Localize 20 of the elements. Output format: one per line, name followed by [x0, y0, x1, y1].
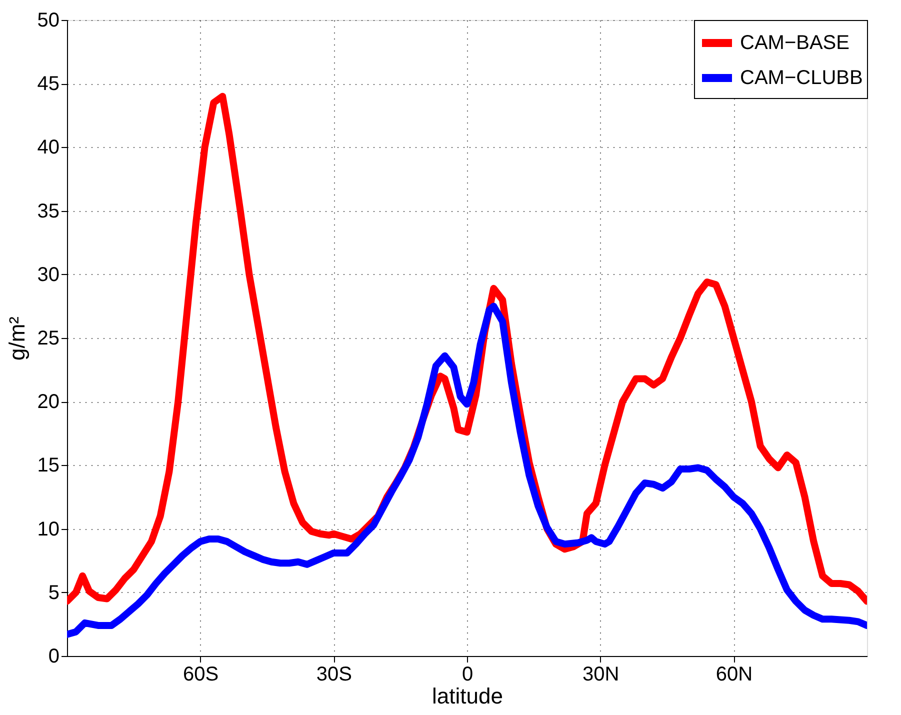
legend-label: CAM−CLUBB: [740, 67, 863, 89]
x-tick-label: 60S: [183, 664, 219, 686]
y-tick-label: 25: [37, 328, 60, 350]
y-tick-label: 0: [48, 646, 60, 668]
y-tick-label: 10: [37, 518, 60, 540]
y-axis-title: g/m²: [4, 316, 30, 360]
y-tick-label: 20: [37, 391, 60, 414]
y-tick-label: 30: [37, 264, 60, 286]
y-tick-label: 50: [37, 10, 60, 32]
y-tick-label: 5: [48, 582, 60, 604]
x-tick-label: 0: [462, 664, 474, 686]
x-axis-title: latitude: [432, 684, 503, 708]
y-tick-label: 15: [37, 454, 60, 477]
legend-label: CAM−BASE: [740, 32, 850, 54]
x-tick-label: 30S: [316, 664, 352, 686]
y-tick-label: 40: [37, 136, 60, 159]
x-tick-label: 30N: [582, 664, 620, 686]
x-tick-label: 60N: [716, 664, 753, 686]
y-tick-label: 45: [37, 73, 60, 96]
y-tick-label: 35: [37, 200, 60, 222]
